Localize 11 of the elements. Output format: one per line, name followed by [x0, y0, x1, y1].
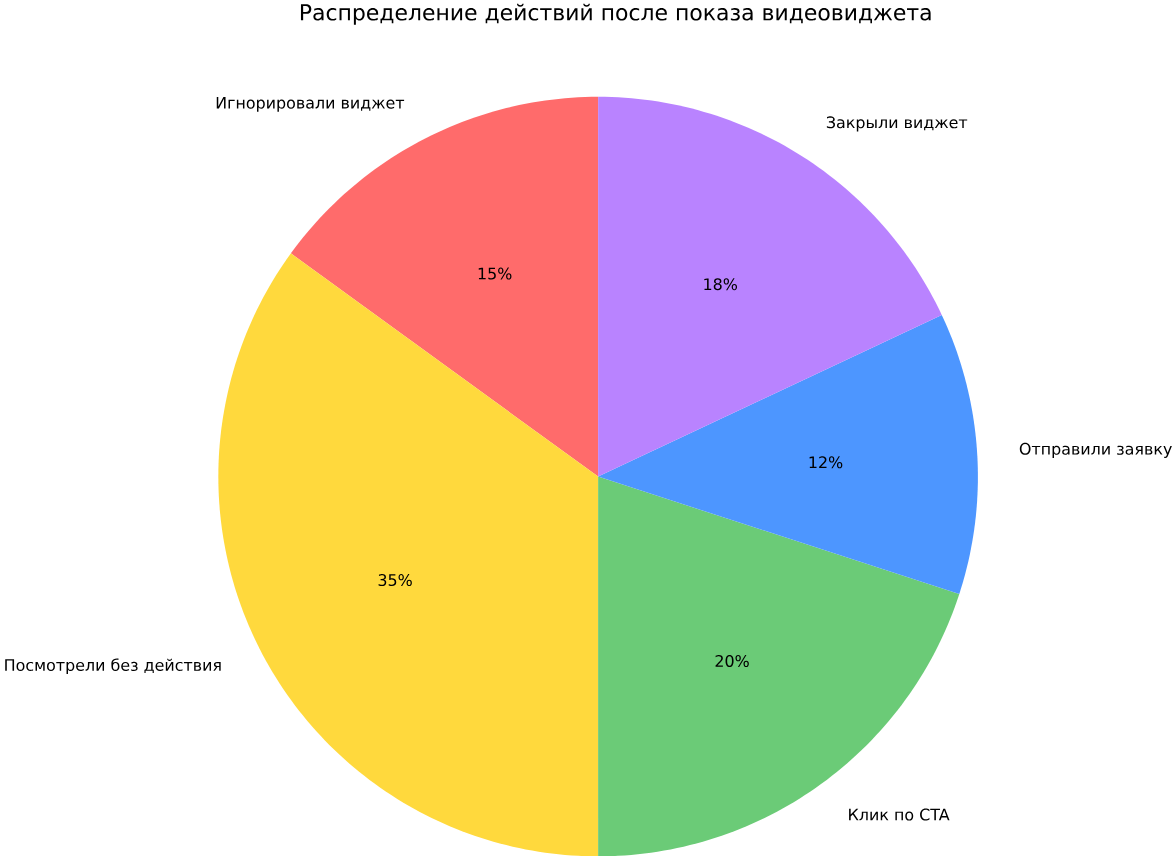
data-label: 35%	[378, 573, 412, 586]
data-label: 15%	[478, 267, 512, 280]
data-label: 20%	[715, 654, 749, 667]
chart-title: Распределение действий после показа видеовиджета	[300, 3, 931, 25]
data-label: 18%	[704, 277, 738, 291]
slice-label: Закрыли виджет	[826, 116, 968, 132]
data-label: 12%	[809, 456, 843, 469]
slice-label: Клик по CTA	[849, 808, 950, 821]
slice-label: Посмотрели без действия	[5, 658, 221, 674]
slice-label: Отправили заявку	[1019, 442, 1172, 458]
slice-label: Игнорировали виджет	[216, 96, 405, 112]
